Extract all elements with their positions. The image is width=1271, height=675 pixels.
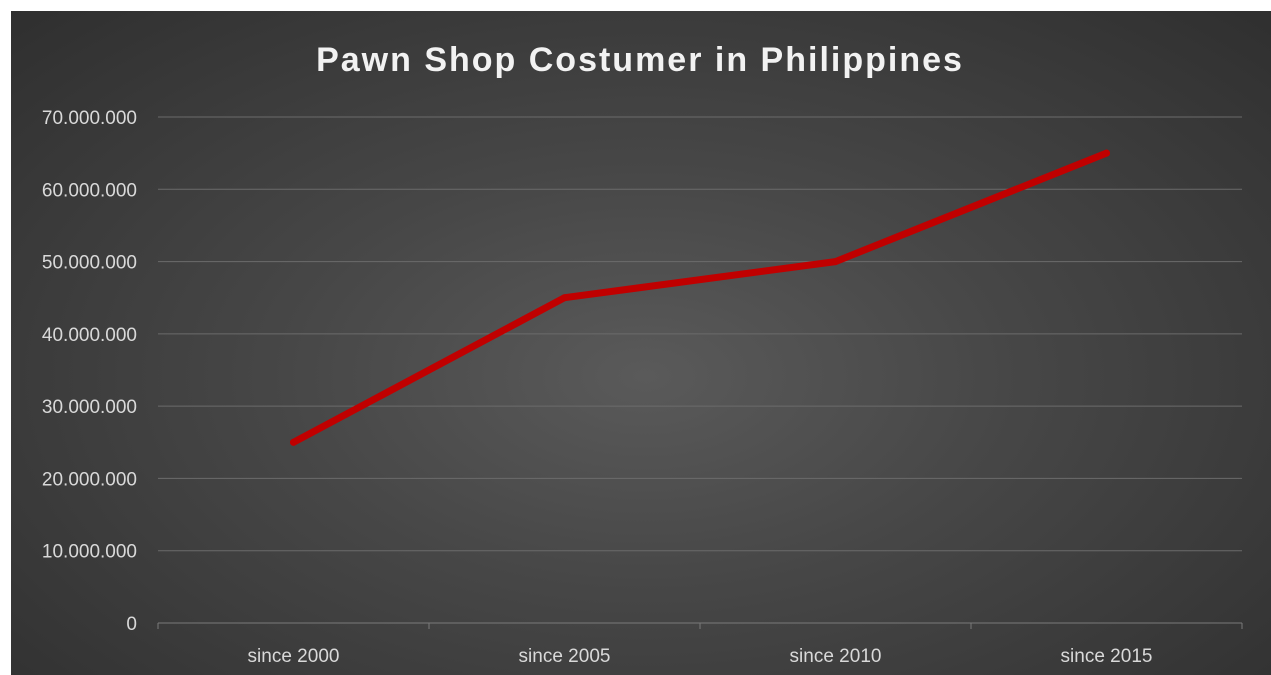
y-tick-label: 40.000.000 xyxy=(42,325,137,346)
chart-frame: Pawn Shop Costumer in Philippines 0 10.00… xyxy=(11,11,1271,675)
x-tick-label: since 2010 xyxy=(790,646,882,667)
y-tick-label: 10.000.000 xyxy=(42,542,137,563)
data-point xyxy=(832,258,839,266)
y-tick-label: 20.000.000 xyxy=(42,469,137,490)
data-point xyxy=(1103,149,1110,157)
y-axis: 0 10.000.000 20.000.000 30.000.000 40.000.00… xyxy=(42,108,137,635)
data-point xyxy=(561,294,568,302)
y-tick-label: 70.000.000 xyxy=(42,108,137,129)
gridlines xyxy=(158,116,1242,552)
data-point xyxy=(290,438,297,446)
y-tick-label: 50.000.000 xyxy=(42,253,137,274)
x-axis-labels: since 2000 since 2005 since 2010 since 2015 xyxy=(248,646,1153,667)
line-chart: Pawn Shop Costumer in Philippines 0 10.00… xyxy=(42,41,1243,667)
x-tick-label: since 2000 xyxy=(248,646,340,667)
y-tick-label: 30.000.000 xyxy=(42,397,137,418)
series-line xyxy=(290,149,1110,446)
x-tick-label: since 2005 xyxy=(519,646,611,667)
y-tick-label: 0 xyxy=(126,614,137,635)
y-tick-label: 60.000.000 xyxy=(42,180,137,201)
x-tick-label: since 2015 xyxy=(1061,646,1153,667)
chart-title: Pawn Shop Costumer in Philippines xyxy=(316,41,964,79)
series-group xyxy=(290,149,1110,446)
x-axis xyxy=(157,622,1243,629)
